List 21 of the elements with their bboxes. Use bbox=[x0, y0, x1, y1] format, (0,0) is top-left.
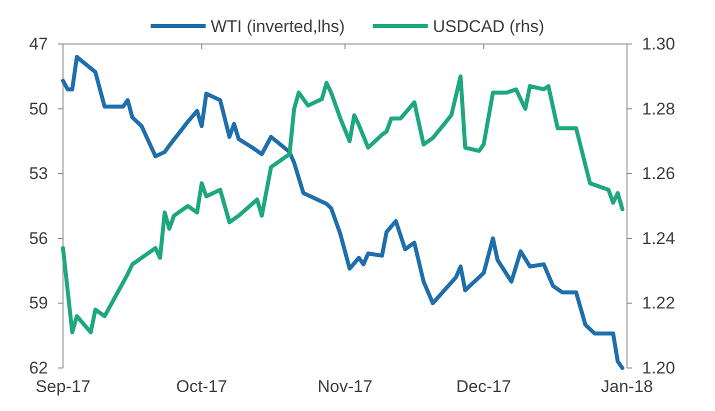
x-tick-label: Jan-18 bbox=[601, 377, 653, 396]
y2-tick-label: 1.22 bbox=[642, 294, 676, 313]
y2-tick-label: 1.26 bbox=[642, 164, 676, 184]
y-tick-label: 47 bbox=[29, 34, 48, 54]
y2-tick-label: 1.30 bbox=[642, 34, 676, 54]
x-tick-label: Oct-17 bbox=[176, 377, 228, 396]
x-tick-label: Dec-17 bbox=[456, 377, 512, 396]
y-tick-label: 56 bbox=[29, 228, 48, 248]
y-tick-label: 50 bbox=[29, 99, 48, 118]
y2-tick-label: 1.28 bbox=[642, 99, 676, 118]
y2-tick-label: 1.20 bbox=[642, 358, 676, 378]
y-tick-label: 62 bbox=[29, 358, 48, 378]
x-tick-label: Sep-17 bbox=[36, 377, 90, 396]
legend-label: WTI (inverted,lhs) bbox=[210, 17, 345, 36]
y-tick-label: 53 bbox=[29, 164, 48, 184]
line-series bbox=[61, 74, 624, 334]
x-tick-label: Nov-17 bbox=[318, 377, 372, 396]
line-series bbox=[61, 54, 624, 370]
y2-tick-label: 1.24 bbox=[642, 228, 676, 248]
legend-label: USDCAD (rhs) bbox=[432, 17, 544, 36]
y-tick-label: 59 bbox=[29, 294, 48, 313]
